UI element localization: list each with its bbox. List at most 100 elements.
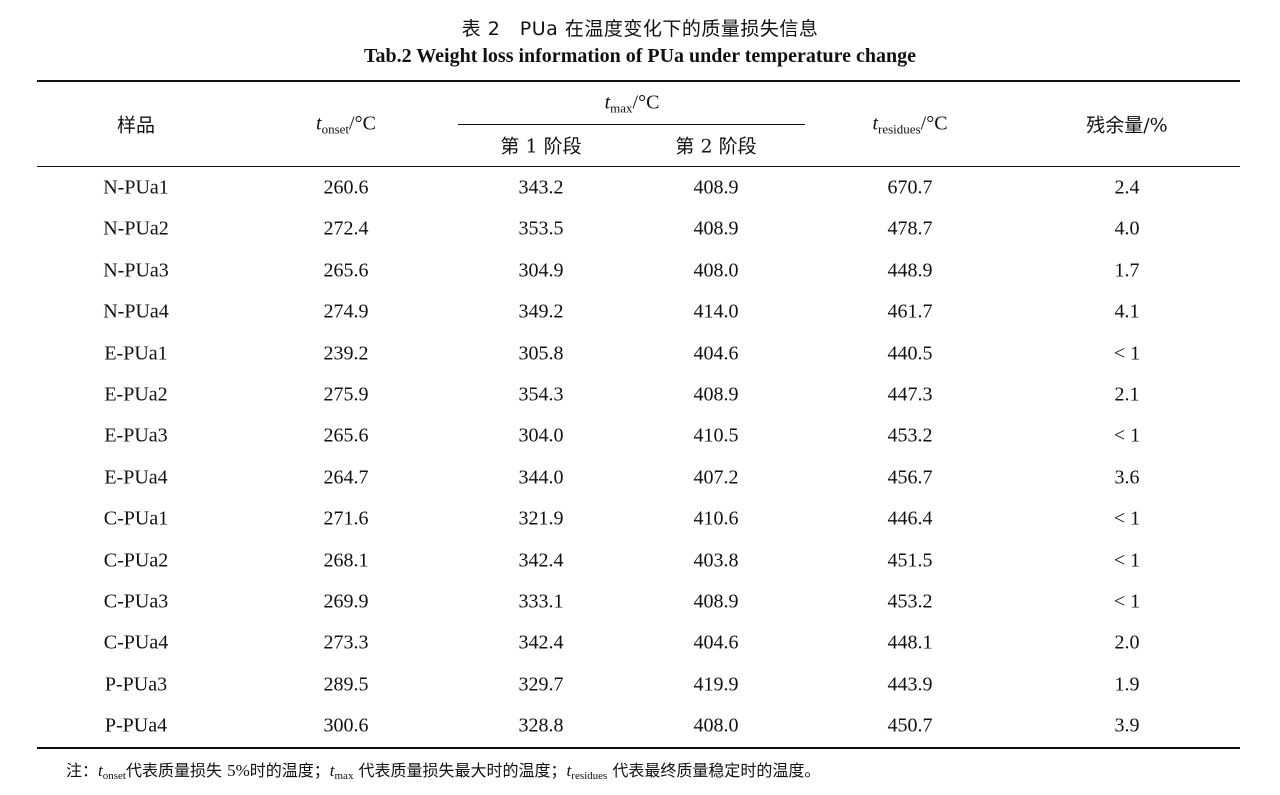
cell-stage-1: 304.0: [518, 424, 564, 447]
cell-residue: 4.0: [1114, 217, 1140, 240]
cell-residue: < 1: [1113, 590, 1141, 613]
cell-t-residues: 448.9: [887, 259, 933, 282]
cell-t-residues: 478.7: [887, 217, 933, 240]
cell-stage-2: 408.9: [693, 176, 739, 199]
table-caption-cn: 表 2 PUa 在温度变化下的质量损失信息: [461, 18, 819, 40]
cell-stage-2: 407.2: [693, 466, 739, 489]
cell-residue: 1.7: [1114, 259, 1140, 282]
cell-stage-1: 342.4: [518, 631, 564, 654]
header-stage-2-label: 第 2 阶段: [675, 135, 757, 158]
note-desc-3: 代表最终质量稳定时的温度。: [607, 761, 821, 780]
cell-t-onset: 269.9: [323, 590, 369, 613]
note-desc-1b: 时的温度；: [249, 761, 330, 780]
cell-stage-2: 408.0: [693, 259, 739, 282]
cell-t-residues: 440.5: [887, 342, 933, 365]
cell-t-residues: 448.1: [887, 631, 933, 654]
cell-stage-2: 403.8: [693, 549, 739, 572]
cell-stage-2: 410.6: [693, 507, 739, 530]
cell-t-onset: 300.6: [323, 714, 369, 737]
cell-stage-2: 408.0: [693, 714, 739, 737]
note-percent: 5%: [227, 761, 250, 780]
cell-stage-2: 419.9: [693, 673, 739, 696]
cell-t-onset: 289.5: [323, 673, 369, 696]
cell-stage-2: 404.6: [693, 342, 739, 365]
cell-stage-2: 414.0: [693, 300, 739, 323]
header-t-residues: tresidues/°C: [872, 113, 947, 138]
cell-stage-1: 321.9: [518, 507, 564, 530]
cell-stage-1: 305.8: [518, 342, 564, 365]
header-t-onset: tonset/°C: [316, 113, 376, 138]
cell-stage-1: 328.8: [518, 714, 564, 737]
cell-stage-2: 404.6: [693, 631, 739, 654]
cell-residue: 4.1: [1114, 300, 1140, 323]
header-sample: 样品: [117, 111, 155, 138]
cell-sample: E-PUa4: [104, 466, 168, 489]
cell-t-onset: 274.9: [323, 300, 369, 323]
cell-t-residues: 456.7: [887, 466, 933, 489]
cell-residue: < 1: [1113, 549, 1141, 572]
note-desc-2: 代表质量损失最大时的温度；: [353, 761, 567, 780]
cell-t-onset: 265.6: [323, 424, 369, 447]
cell-t-onset: 275.9: [323, 383, 369, 406]
cell-residue: < 1: [1113, 342, 1141, 365]
cell-t-onset: 268.1: [323, 549, 369, 572]
cell-sample: N-PUa3: [103, 259, 169, 282]
cell-sample: C-PUa1: [103, 507, 169, 530]
note-var-2: t: [329, 761, 335, 780]
cell-stage-2: 410.5: [693, 424, 739, 447]
note-desc-1: 代表质量损失: [125, 761, 228, 780]
header-t-residues-var: t: [872, 112, 879, 135]
note-sub-2: max: [334, 770, 354, 782]
cell-sample: P-PUa3: [104, 673, 168, 696]
header-t-max-var: t: [604, 91, 611, 114]
cell-t-residues: 670.7: [887, 176, 933, 199]
cell-t-onset: 272.4: [323, 217, 369, 240]
header-stage-2: 第 2 阶段: [675, 132, 756, 159]
cell-t-residues: 451.5: [887, 549, 933, 572]
cell-residue: 2.0: [1114, 631, 1140, 654]
header-t-residues-sub: residues: [878, 121, 921, 137]
header-stage-1-label: 第 1 阶段: [500, 135, 582, 158]
note-var-3: t: [566, 761, 572, 780]
cell-stage-1: 329.7: [518, 673, 564, 696]
cell-sample: N-PUa2: [103, 217, 169, 240]
note-prefix: 注：: [66, 761, 99, 780]
cell-t-onset: 264.7: [323, 466, 369, 489]
header-stage-1: 第 1 阶段: [500, 132, 581, 159]
cell-t-residues: 447.3: [887, 383, 933, 406]
cell-sample: E-PUa3: [104, 424, 168, 447]
cell-stage-2: 408.9: [693, 217, 739, 240]
cell-t-residues: 446.4: [887, 507, 933, 530]
cell-stage-2: 408.9: [693, 590, 739, 613]
cell-stage-1: 333.1: [518, 590, 564, 613]
cell-stage-1: 344.0: [518, 466, 564, 489]
cell-residue: 2.4: [1114, 176, 1140, 199]
header-sample-label: 样品: [116, 114, 156, 137]
header-t-onset-sub: onset: [321, 121, 350, 137]
cell-sample: N-PUa4: [103, 300, 169, 323]
header-t-onset-var: t: [316, 112, 322, 135]
cell-sample: P-PUa4: [104, 714, 168, 737]
cell-t-onset: 260.6: [323, 176, 369, 199]
cell-t-residues: 461.7: [887, 300, 933, 323]
header-t-max: tmax/°C: [605, 92, 660, 117]
bottom-rule: [37, 747, 1240, 749]
header-t-max-unit: /°C: [632, 91, 660, 114]
note-sub-1: onset: [102, 770, 126, 782]
cell-t-onset: 273.3: [323, 631, 369, 654]
cell-residue: 1.9: [1114, 673, 1140, 696]
cell-t-residues: 443.9: [887, 673, 933, 696]
header-t-onset-unit: /°C: [349, 112, 376, 135]
cell-sample: E-PUa1: [104, 342, 168, 365]
table-caption-en: Tab.2 Weight loss information of PUa und…: [363, 45, 917, 67]
cell-stage-1: 342.4: [518, 549, 564, 572]
cell-residue: 3.6: [1114, 466, 1140, 489]
cell-residue: < 1: [1113, 507, 1141, 530]
cell-stage-1: 353.5: [518, 217, 564, 240]
cell-residue: 2.1: [1114, 383, 1140, 406]
cell-stage-1: 343.2: [518, 176, 564, 199]
table-note: 注：tonset代表质量损失 5%时的温度；tmax 代表质量损失最大时的温度；…: [66, 757, 820, 782]
cell-t-residues: 453.2: [887, 590, 933, 613]
cell-stage-1: 349.2: [518, 300, 564, 323]
cell-t-onset: 271.6: [323, 507, 369, 530]
